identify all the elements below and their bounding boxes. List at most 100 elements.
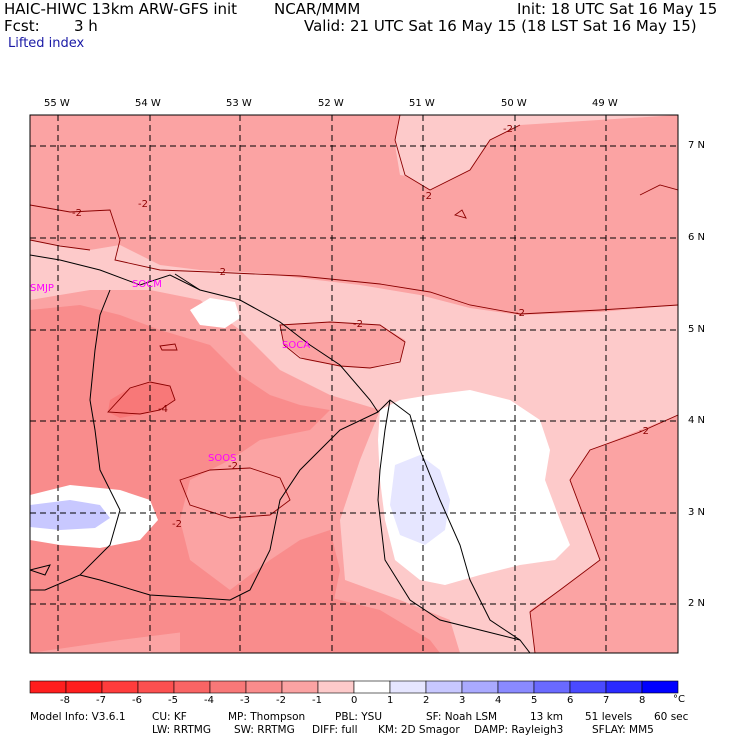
band-zero-small [190, 298, 240, 328]
station-soos: SOOS [208, 453, 237, 464]
colorbar-tick-label: 4 [495, 695, 502, 706]
footer-cu: CU: KF [152, 711, 187, 723]
band-minus4 [108, 382, 175, 418]
lat-label-6n: 6 N [688, 232, 706, 243]
footer-model-info: Model Info: V3.6.1 [30, 711, 126, 723]
map-frame [29, 114, 679, 654]
band-plus1-west [30, 500, 110, 530]
colorbar-tick-label: 0 [351, 695, 358, 706]
colorbar [29, 680, 679, 694]
colorbar-swatch [173, 680, 211, 694]
band-minus2-east [530, 415, 678, 653]
contour-label: -2 [515, 308, 525, 319]
lon-label-53w: 53 W [226, 98, 252, 109]
colorbar-swatch [389, 680, 427, 694]
colorbar-swatch [569, 680, 607, 694]
boundaries [30, 254, 531, 653]
footer-diff: DIFF: full [312, 724, 358, 736]
contours [30, 115, 678, 653]
lat-label-5n: 5 N [688, 324, 706, 335]
contour-label: -2 [639, 426, 649, 437]
colorbar-tick-label: 2 [423, 695, 430, 706]
footer-mp: MP: Thompson [228, 711, 306, 723]
init-time: Init: 18 UTC Sat 16 May 15 [517, 0, 718, 18]
colorbar-tick-label: -4 [204, 695, 214, 706]
colorbar-tick-label: -3 [240, 695, 250, 706]
contour-label: -2 [422, 191, 432, 202]
colorbar-tick-label: 6 [567, 695, 574, 706]
contour-label: -2 [138, 199, 148, 210]
model-title: HAIC-HIWC 13km ARW-GFS init [4, 0, 238, 18]
colorbar-swatch [137, 680, 175, 694]
station-smjp: SMJP [30, 283, 54, 294]
colorbar-swatch [281, 680, 319, 694]
footer-lw: LW: RRTMG [152, 724, 211, 736]
station-socm: SOCM [132, 279, 162, 290]
colorbar-swatch [65, 680, 103, 694]
colorbar-swatch [605, 680, 643, 694]
colorbar-tick-label: -5 [168, 695, 178, 706]
colorbar-tick-label: 7 [603, 695, 610, 706]
colorbar-tick-label: -8 [60, 695, 70, 706]
colorbar-tick-label: 1 [387, 695, 394, 706]
contour-label: -2 [72, 208, 82, 219]
colorbar-tick-label: 5 [531, 695, 538, 706]
valid-time: Valid: 21 UTC Sat 16 May 15 (18 LST Sat … [304, 17, 697, 35]
lat-label-7n: 7 N [688, 140, 706, 151]
lon-label-49w: 49 W [592, 98, 618, 109]
field-name: Lifted index [8, 36, 85, 51]
lat-label-2n: 2 N [688, 598, 706, 609]
footer-levels: 51 levels [585, 711, 633, 723]
lat-label-4n: 4 N [688, 415, 706, 426]
colorbar-tick-label: -1 [312, 695, 322, 706]
colorbar-swatch [245, 680, 283, 694]
colorbar-tick-label: -7 [96, 695, 106, 706]
station-soca: SOCA [282, 340, 311, 351]
colorbar-tick-label: -2 [276, 695, 286, 706]
colorbar-tick-label: 8 [639, 695, 646, 706]
contour-label: -2 [228, 461, 238, 472]
contour-label: -2 [503, 124, 513, 135]
lon-label-52w: 52 W [318, 98, 344, 109]
org-label: NCAR/MMM [274, 0, 361, 18]
lat-label-3n: 3 N [688, 507, 706, 518]
colorbar-swatch [425, 680, 463, 694]
colorbar-unit: °C [673, 694, 685, 705]
forecast-hour: 3 h [74, 17, 98, 35]
forecast-label: Fcst: [4, 17, 40, 35]
footer-resolution: 13 km [530, 711, 564, 723]
lon-label-50w: 50 W [501, 98, 527, 109]
footer-pbl: PBL: YSU [335, 711, 383, 723]
lon-label-55w: 55 W [44, 98, 70, 109]
band-minus2-central [280, 322, 405, 368]
colorbar-swatch [497, 680, 535, 694]
contour-label: -2 [353, 319, 363, 330]
band-minus2-north [30, 115, 678, 315]
colorbar-swatch [29, 680, 67, 694]
colorbar-tick-label: 3 [459, 695, 466, 706]
footer-sw: SW: RRTMG [234, 724, 295, 736]
footer-sf: SF: Noah LSM [426, 711, 498, 723]
footer-sflay: SFLAY: MM5 [592, 724, 654, 736]
band-minus3-south [180, 590, 440, 653]
lon-label-51w: 51 W [409, 98, 435, 109]
footer-timestep: 60 sec [654, 711, 689, 723]
colorbar-swatch [101, 680, 139, 694]
band-plus1-east [390, 455, 450, 545]
colorbar-swatch [533, 680, 571, 694]
footer-km: KM: 2D Smagor [378, 724, 460, 736]
contour-label: -4 [158, 404, 168, 415]
graticule [30, 115, 678, 653]
colorbar-swatch [317, 680, 355, 694]
lon-label-54w: 54 W [135, 98, 161, 109]
colorbar-swatch [641, 680, 679, 694]
contour-label: -2 [216, 267, 226, 278]
colorbar-tick-label: -6 [132, 695, 142, 706]
colorbar-swatch [353, 680, 391, 694]
band-white-north [395, 115, 515, 180]
contour-label: -2 [172, 519, 182, 530]
colorbar-swatch [461, 680, 499, 694]
colorbar-swatch [209, 680, 247, 694]
footer-damp: DAMP: Rayleigh3 [474, 724, 564, 736]
